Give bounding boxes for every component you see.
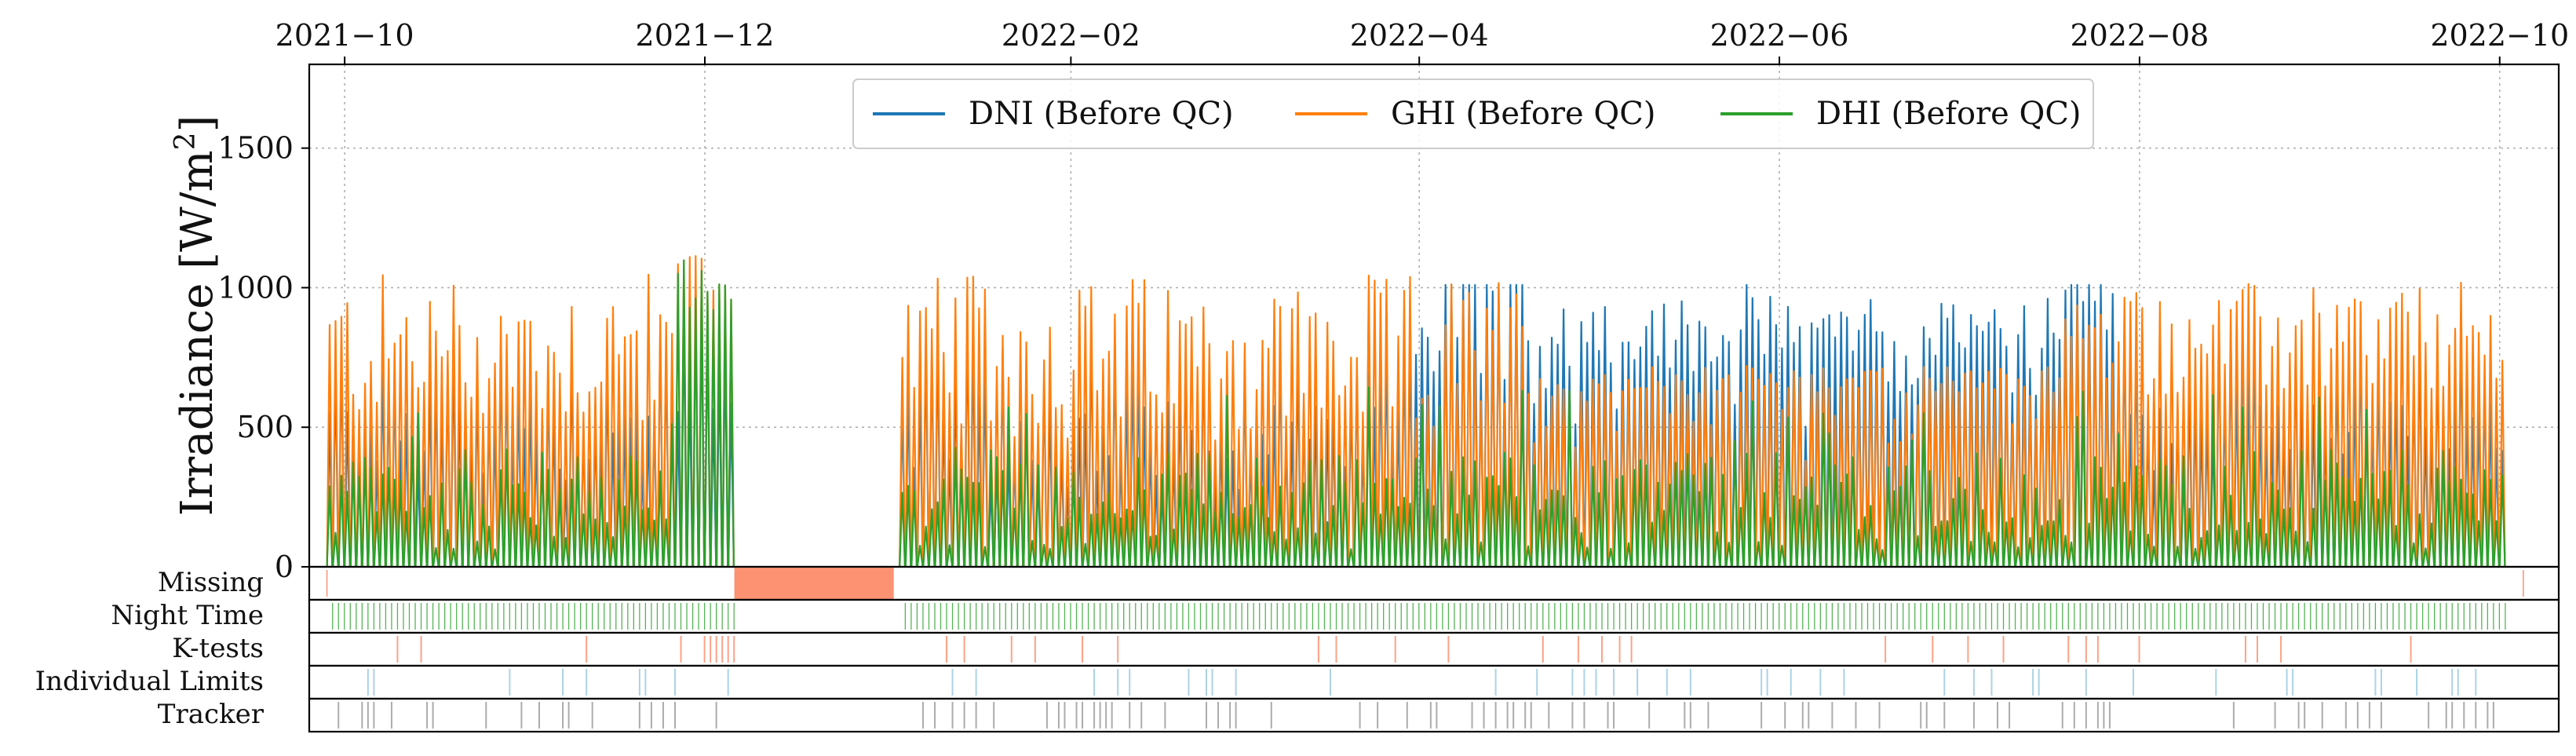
legend-label: DNI (Before QC) bbox=[969, 96, 1234, 132]
qc-strip: Individual Limits bbox=[35, 664, 2560, 700]
qc-strip-label: Missing bbox=[158, 567, 264, 598]
qc-strip: Night Time bbox=[111, 598, 2560, 634]
qc-strip: Tracker bbox=[158, 697, 2560, 733]
y-tick-label: 500 bbox=[236, 410, 294, 444]
qc-strip-frame bbox=[308, 697, 2560, 733]
qc-strip: Missing bbox=[158, 565, 2560, 601]
legend: DNI (Before QC) GHI (Before QC) DHI (Befor… bbox=[852, 79, 2094, 149]
y-axis: 0 500 1000 1500 bbox=[217, 131, 309, 584]
x-tick-label: 2021−12 bbox=[636, 18, 775, 53]
x-tick-label: 2022−08 bbox=[2070, 18, 2209, 53]
qc-strip-frame bbox=[308, 631, 2560, 667]
series-lines bbox=[326, 255, 2506, 567]
qc-strip-frame bbox=[308, 664, 2560, 700]
qc-strip-frame bbox=[308, 598, 2560, 634]
series-line-ghi bbox=[326, 255, 2506, 567]
qc-strip-label: Night Time bbox=[111, 600, 264, 631]
legend-label: GHI (Before QC) bbox=[1391, 96, 1655, 132]
series-line-dhi bbox=[326, 259, 2506, 567]
qc-strip-label: K-tests bbox=[172, 633, 264, 664]
qc-strip-label: Tracker bbox=[158, 699, 265, 730]
y-tick-label: 0 bbox=[275, 550, 294, 584]
x-tick-label: 2022−06 bbox=[1710, 18, 1849, 53]
legend-box bbox=[852, 79, 2094, 149]
qc-span bbox=[734, 567, 894, 600]
x-tick-label: 2022−10 bbox=[2430, 18, 2569, 53]
y-tick-label: 1000 bbox=[217, 270, 294, 305]
y-tick-label: 1500 bbox=[217, 131, 294, 166]
qc-strip-label: Individual Limits bbox=[35, 666, 264, 697]
qc-strip: K-tests bbox=[172, 631, 2560, 667]
x-axis: 2021−10 2021−12 2022−02 2022−04 2022−06 2022−… bbox=[275, 18, 2569, 64]
x-tick-label: 2022−04 bbox=[1350, 18, 1489, 53]
x-tick-label: 2022−02 bbox=[1002, 18, 1140, 53]
qc-strip-frame bbox=[308, 565, 2560, 601]
x-tick-label: 2021−10 bbox=[275, 18, 414, 53]
y-axis-label: Irradiance [W/m2] bbox=[170, 115, 223, 517]
legend-label: DHI (Before QC) bbox=[1816, 96, 2082, 132]
